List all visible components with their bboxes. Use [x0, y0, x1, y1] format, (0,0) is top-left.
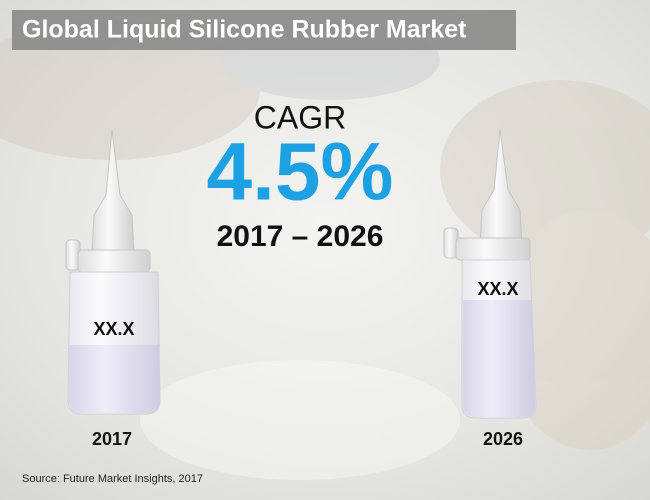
cagr-label: CAGR [254, 99, 346, 135]
bottle-label: XX.X [93, 319, 134, 339]
cagr-value: 4.5% [207, 127, 394, 218]
bottle [443, 129, 537, 419]
bottle [65, 129, 161, 415]
bottle-year: 2026 [483, 429, 523, 449]
bottle-label: XX.X [477, 279, 518, 299]
title-bar [12, 10, 516, 50]
title: Global Liquid Silicone Rubber Market [22, 16, 467, 44]
cagr-period: 2017 – 2026 [217, 220, 384, 253]
bottle-year: 2017 [92, 429, 132, 449]
background-shapes [0, 20, 650, 480]
source: Source: Future Market Insights, 2017 [22, 473, 203, 485]
